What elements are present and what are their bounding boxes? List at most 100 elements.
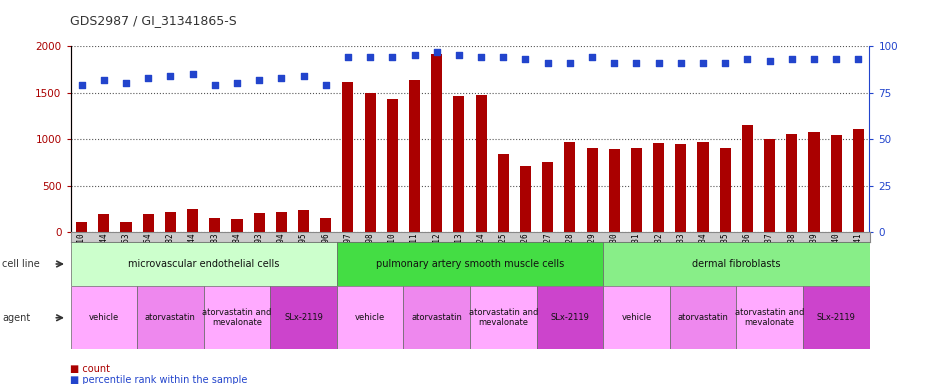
Point	[96, 76, 111, 83]
Text: GSM215341: GSM215341	[854, 233, 863, 275]
Bar	[808, 132, 820, 232]
Bar	[603, 286, 669, 349]
Text: GSM215297: GSM215297	[343, 233, 352, 275]
Bar	[143, 214, 154, 232]
Text: GSM215329: GSM215329	[588, 233, 597, 275]
Point	[207, 82, 222, 88]
Text: GSM215310: GSM215310	[388, 233, 397, 275]
Bar	[542, 162, 554, 232]
Point	[740, 56, 755, 62]
Text: ■ percentile rank within the sample: ■ percentile rank within the sample	[70, 375, 248, 384]
Point	[407, 52, 422, 58]
Text: vehicle: vehicle	[355, 313, 385, 322]
Point	[319, 82, 334, 88]
Point	[651, 60, 666, 66]
Point	[118, 80, 133, 86]
Bar	[476, 94, 487, 232]
Text: GSM215330: GSM215330	[610, 233, 619, 275]
Text: pulmonary artery smooth muscle cells: pulmonary artery smooth muscle cells	[376, 259, 564, 269]
Point	[474, 54, 489, 60]
Text: GSM215337: GSM215337	[765, 233, 775, 275]
Text: GSM215282: GSM215282	[165, 233, 175, 275]
Text: GSM215295: GSM215295	[299, 233, 308, 275]
Point	[673, 60, 688, 66]
Point	[696, 60, 711, 66]
Text: GSM215334: GSM215334	[698, 233, 708, 275]
Text: GSM215312: GSM215312	[432, 233, 441, 275]
Bar	[70, 286, 137, 349]
Bar	[187, 209, 198, 232]
Bar	[587, 147, 598, 232]
Text: GSM215340: GSM215340	[832, 233, 840, 275]
Text: GSM215336: GSM215336	[743, 233, 752, 275]
Bar	[342, 83, 353, 232]
Text: agent: agent	[2, 313, 30, 323]
Text: GSM215333: GSM215333	[677, 233, 685, 275]
Point	[340, 54, 355, 60]
Text: GSM215339: GSM215339	[809, 233, 819, 275]
Bar	[137, 286, 204, 349]
Bar	[204, 286, 271, 349]
Text: GSM215332: GSM215332	[654, 233, 663, 275]
Text: atorvastatin and
mevalonate: atorvastatin and mevalonate	[469, 308, 538, 328]
Text: GSM215326: GSM215326	[521, 233, 530, 275]
Bar	[120, 222, 132, 232]
Bar	[271, 286, 337, 349]
Bar	[254, 213, 265, 232]
Bar	[831, 134, 841, 232]
Bar	[275, 212, 287, 232]
Point	[518, 56, 533, 62]
Bar	[431, 53, 442, 232]
Point	[807, 56, 822, 62]
Bar	[403, 286, 470, 349]
Bar	[764, 139, 775, 232]
Point	[430, 49, 445, 55]
Point	[606, 60, 621, 66]
Text: GSM215344: GSM215344	[188, 233, 197, 275]
Text: GSM215283: GSM215283	[211, 233, 219, 275]
Text: SLx-2119: SLx-2119	[551, 313, 589, 322]
Text: GSM215335: GSM215335	[721, 233, 729, 275]
Point	[163, 73, 178, 79]
Bar	[697, 142, 709, 232]
Point	[185, 71, 200, 77]
Point	[851, 56, 866, 62]
Bar	[720, 147, 730, 232]
Text: GSM215253: GSM215253	[121, 233, 131, 275]
Point	[784, 56, 799, 62]
Bar	[853, 129, 864, 232]
Point	[451, 52, 466, 58]
Bar	[537, 286, 603, 349]
Bar	[337, 242, 603, 286]
Bar	[321, 218, 331, 232]
Text: vehicle: vehicle	[621, 313, 651, 322]
Point	[229, 80, 244, 86]
Text: dermal fibroblasts: dermal fibroblasts	[692, 259, 780, 269]
Bar	[520, 166, 531, 232]
Bar	[386, 99, 398, 232]
Text: atorvastatin and
mevalonate: atorvastatin and mevalonate	[202, 308, 272, 328]
Bar	[669, 286, 736, 349]
Text: GSM215331: GSM215331	[632, 233, 641, 275]
Bar	[803, 286, 870, 349]
Bar	[453, 96, 464, 232]
Bar	[675, 144, 686, 232]
Bar	[409, 79, 420, 232]
Bar	[736, 286, 803, 349]
Point	[495, 54, 510, 60]
Bar	[298, 210, 309, 232]
Bar	[498, 154, 509, 232]
Text: GSM215311: GSM215311	[410, 233, 419, 275]
Bar	[470, 286, 537, 349]
Point	[384, 54, 400, 60]
Text: GSM215327: GSM215327	[543, 233, 552, 275]
Bar	[609, 149, 619, 232]
Text: GSM215296: GSM215296	[321, 233, 330, 275]
Point	[585, 54, 600, 60]
Point	[274, 74, 289, 81]
Text: atorvastatin: atorvastatin	[145, 313, 196, 322]
Bar	[99, 214, 109, 232]
Text: GSM215313: GSM215313	[454, 233, 463, 275]
Text: GSM215294: GSM215294	[277, 233, 286, 275]
Bar	[210, 218, 220, 232]
